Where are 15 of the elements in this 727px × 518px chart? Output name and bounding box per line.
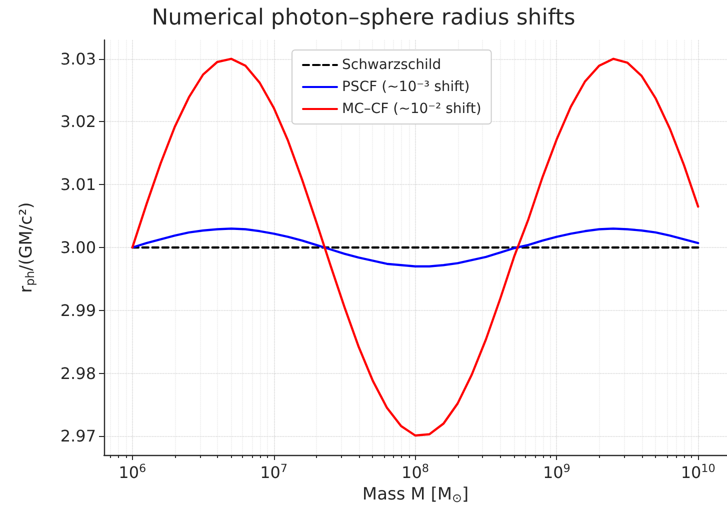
line-series [131,58,700,437]
chart-title: Numerical photon–sphere radius shifts [152,6,576,30]
y-tick-label: 3.00 [60,238,96,257]
x-axis-title: Mass M [M⊙] [362,484,469,505]
y-tick-label: 2.99 [60,300,96,320]
y-tick-label: 3.01 [60,175,96,194]
y-tick-label: 2.97 [60,426,96,446]
y-tick-label: 3.02 [60,112,96,132]
y-axis-title: rph/(GM/c²) [16,202,37,293]
legend-label: PSCF (~10⁻³ shift) [342,79,470,95]
legend-label: MC–CF (~10⁻² shift) [342,101,482,117]
y-tick-label: 3.03 [60,49,96,68]
legend-label: Schwarzschild [342,57,442,73]
line-series [131,228,700,268]
y-tick-label: 2.98 [60,364,96,383]
